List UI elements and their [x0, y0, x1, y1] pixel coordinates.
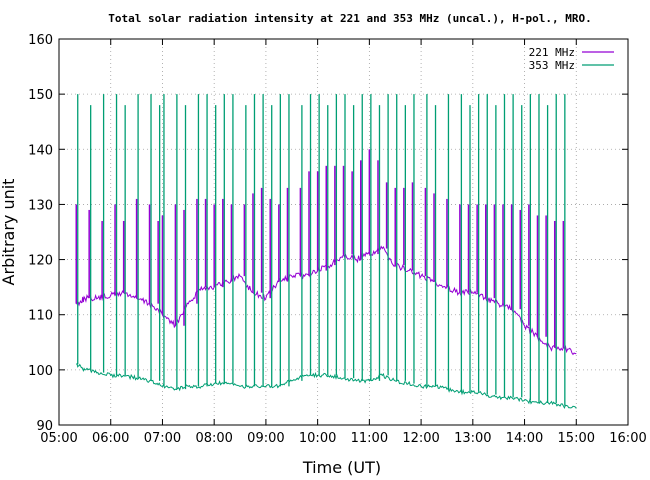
x-tick-label: 14:00	[506, 431, 543, 446]
axis-ticks: 05:00 06:00 07:00 08:00 09:00 10:00 11:00 12:00…	[28, 33, 647, 446]
legend-label: 353 MHz	[529, 59, 575, 72]
x-tick-label: 11:00	[351, 431, 388, 446]
x-tick-label: 08:00	[195, 431, 232, 446]
x-tick-label: 15:00	[558, 431, 595, 446]
y-tick-label: 110	[28, 309, 53, 324]
x-tick-label: 09:00	[247, 431, 284, 446]
series-221-line	[76, 245, 577, 356]
x-tick-label: 05:00	[40, 431, 77, 446]
series-353-line	[75, 363, 577, 409]
plot-series-group	[75, 94, 577, 409]
chart-title: Total solar radiation intensity at 221 a…	[108, 12, 591, 25]
plot-frame	[58, 38, 629, 426]
y-tick-label: 160	[28, 33, 53, 48]
y-tick-label: 90	[36, 419, 53, 434]
y-tick-label: 150	[28, 88, 53, 103]
y-tick-label: 120	[28, 254, 53, 269]
legend-label: 221 MHz	[529, 46, 575, 59]
x-tick-label: 13:00	[454, 431, 491, 446]
y-tick-label: 130	[28, 198, 53, 213]
y-tick-label: 100	[28, 364, 53, 379]
y-axis-label: Arbitrary unit	[0, 179, 18, 286]
x-tick-label: 16:00	[609, 431, 646, 446]
x-tick-label: 12:00	[402, 431, 439, 446]
x-axis-label: Time (UT)	[302, 458, 381, 477]
x-tick-label: 10:00	[299, 431, 336, 446]
y-tick-label: 140	[28, 143, 53, 158]
x-tick-label: 06:00	[92, 431, 129, 446]
x-tick-label: 07:00	[144, 431, 181, 446]
